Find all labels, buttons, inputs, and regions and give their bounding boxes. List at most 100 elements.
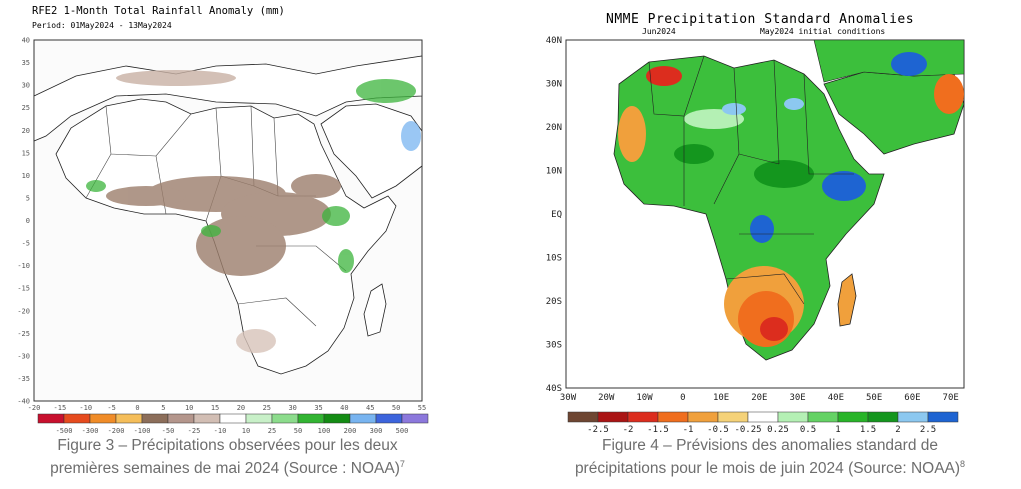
right-x-tick-label: 40E [828,393,844,403]
left-dry-anomalies [106,70,341,353]
right-legend-swatch [657,411,689,423]
left-caption-line2: premières semaines de mai 2024 (Source :… [50,460,400,478]
right-x-tick-label: 10W [636,393,653,403]
right-legend-swatch [807,411,839,423]
left-x-tick-label: 50 [392,404,400,412]
left-x-tick-label: 45 [366,404,374,412]
right-x-tick-label: 20E [751,393,767,403]
left-legend-swatch [401,413,429,424]
right-legend-swatch [597,411,629,423]
left-legend-swatch [245,413,273,424]
right-legend-label: 1.5 [860,425,876,435]
right-map-subtitle-right: May2024 initial conditions [760,27,886,36]
right-x-tick-label: 0 [680,393,685,403]
right-legend-swatch [717,411,749,423]
right-legend-label: -2.5 [587,425,609,435]
right-caption-footnote: 8 [960,459,966,469]
right-map-title: NMME Precipitation Standard Anomalies [606,12,915,27]
right-x-tick-label: 70E [943,393,959,403]
right-dry-anomalies [618,66,964,347]
right-x-tick-label: 50E [866,393,882,403]
left-x-tick-label: -15 [54,404,67,412]
right-y-ticks: 40N 30N 20N 10N EQ 10S 20S 30S 40S [546,36,562,394]
right-legend-label: 0.25 [767,425,789,435]
right-legend-label: 1 [835,425,840,435]
left-x-tick-label: 0 [135,404,139,412]
left-map-title: RFE2 1-Month Total Rainfall Anomaly (mm) [32,5,285,17]
right-x-tick-label: 20W [598,393,615,403]
left-y-tick-label: 20 [22,127,30,135]
right-map-subtitle-left: Jun2024 [642,27,676,36]
right-legend-swatch [867,411,899,423]
right-caption-line2: précipitations pour le mois de juin 2024… [574,460,961,478]
left-legend-swatch [89,413,117,424]
right-y-tick-label: 10S [546,254,562,264]
left-x-tick-label: 35 [314,404,322,412]
left-y-tick-label: 15 [22,149,30,157]
left-y-tick-label: -20 [17,307,30,315]
left-caption: Figure 3 – Précipitations observées pour… [0,437,455,478]
right-y-tick-label: 30S [546,341,562,351]
right-x-tick-label: 60E [904,393,920,403]
right-caption-line2-wrap: précipitations pour le mois de juin 2024… [525,455,1015,478]
left-x-ticks: -20 -15 -10 -5 0 5 10 15 20 25 30 35 40 45 50 55 [28,404,426,412]
right-y-tick-label: 30N [546,80,562,90]
left-legend-swatch [349,413,377,424]
right-y-tick-label: 10N [546,167,562,177]
right-legend-label: -1 [683,425,694,435]
left-legend-swatch [141,413,169,424]
right-x-tick-label: 10E [713,393,729,403]
right-legend-swatch [687,411,719,423]
left-legend-label: 200 [344,427,357,435]
right-legend-swatch [897,411,929,423]
right-y-tick-label: EQ [551,210,562,220]
left-map-period: Period: 01May2024 - 13May2024 [32,21,172,30]
left-y-tick-label: -5 [22,240,30,248]
left-x-tick-label: -5 [107,404,115,412]
left-y-tick-label: 0 [26,217,30,225]
left-x-tick-label: -10 [79,404,92,412]
left-legend-swatch [297,413,325,424]
left-legend-swatch [375,413,403,424]
right-legend-swatch [837,411,869,423]
right-legend-swatch [627,411,659,423]
left-legend-label: 50 [294,427,302,435]
left-legend-label: -300 [82,427,99,435]
right-legend-label: -0.5 [707,425,729,435]
right-africa-land [613,39,965,361]
left-legend-swatch [271,413,299,424]
left-y-tick-label: 5 [26,194,30,202]
left-y-tick-label: -10 [17,262,30,270]
right-x-tick-label: 30W [560,393,577,403]
left-x-tick-label: -20 [28,404,41,412]
left-legend: -500 -300 -200 -100 -50 -25 -10 10 25 50 100 200 300… [37,413,429,435]
left-y-tick-label: -40 [17,398,30,406]
left-legend-label: 100 [318,427,331,435]
left-legend-swatch [167,413,195,424]
right-legend-label: 2.5 [920,425,936,435]
right-legend-label: 0.5 [800,425,816,435]
right-legend: -2.5 -2 -1.5 -1 -0.5 -0.25 0.25 0.5 1 1.5 2 2.5 [567,411,959,435]
left-x-tick-label: 20 [237,404,245,412]
left-x-tick-label: 5 [161,404,165,412]
left-x-tick-label: 55 [418,404,426,412]
left-x-tick-label: 30 [288,404,296,412]
left-legend-label: 300 [370,427,383,435]
right-legend-swatch [927,411,959,423]
right-legend-swatch [777,411,809,423]
left-legend-swatch [115,413,143,424]
right-y-tick-label: 20N [546,123,562,133]
right-country-borders [648,55,854,305]
left-legend-label: -50 [162,427,175,435]
right-x-tick-label: 30E [789,393,805,403]
right-y-tick-label: 40S [546,384,562,394]
left-y-tick-label: -25 [17,330,30,338]
left-legend-label: -200 [108,427,125,435]
left-legend-swatch [323,413,351,424]
left-wet-anomalies [86,79,421,273]
left-x-tick-label: 40 [340,404,348,412]
right-map: 40N 30N 20N 10N EQ 10S 20S 30S 40S 30W 20W 10W 0 10E… [546,36,965,403]
left-legend-label: 500 [396,427,409,435]
left-x-tick-label: 15 [211,404,219,412]
right-legend-label: 2 [895,425,900,435]
